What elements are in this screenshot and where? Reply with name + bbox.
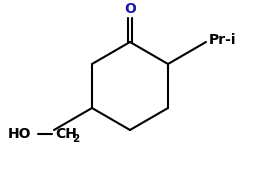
Text: O: O [124,2,136,16]
Text: Pr-i: Pr-i [209,33,236,47]
Text: CH: CH [55,127,77,141]
Text: HO: HO [8,127,31,141]
Text: 2: 2 [72,134,79,144]
